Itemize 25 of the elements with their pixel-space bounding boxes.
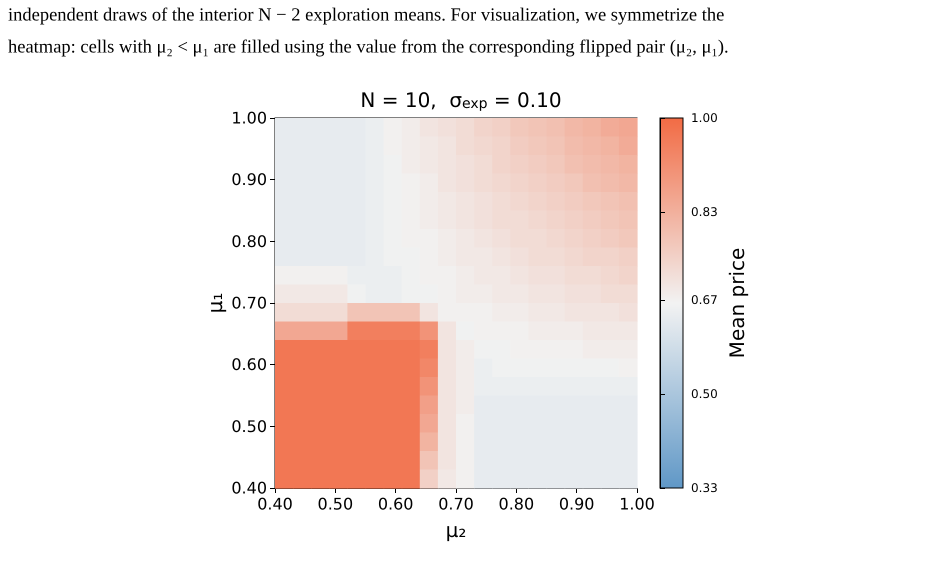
x-tick-label: 0.70	[438, 494, 474, 514]
x-tick-label: 0.80	[498, 494, 534, 514]
x-tick-label: 1.00	[619, 494, 655, 514]
y-tick-label: 0.40	[231, 478, 267, 498]
y-tick-label: 0.60	[231, 355, 267, 374]
y-tick-label: 0.80	[231, 232, 267, 251]
y-tick-label: 0.90	[231, 170, 267, 190]
y-tick-label: 1.00	[231, 108, 267, 128]
color-bar-label: 0.83	[691, 204, 718, 219]
y-tick-label: 0.50	[231, 416, 267, 436]
y-axis-title: μ₁	[203, 292, 227, 314]
x-axis-title: μ₂	[446, 518, 466, 542]
color-bar-label: 1.00	[691, 111, 718, 125]
x-tick-label: 0.40	[257, 494, 293, 514]
text: independent draws of the interior N − 2 exploration means. For visualization, we symmetrize the	[8, 6, 724, 26]
x-tick-label: 0.90	[558, 494, 594, 514]
color-bar-title: Mean price	[725, 248, 749, 358]
text: heatmap: cells with μ₂ < μ₁ are filled using the value from the corresponding flipped pair (μ₂, μ₁).	[8, 38, 729, 58]
x-tick-label: 0.60	[378, 494, 414, 514]
x-tick-label: 0.50	[318, 494, 354, 514]
chart-title: N = 10, σexp = 0.10	[360, 88, 562, 112]
color-bar-label: 0.33	[691, 481, 718, 495]
color-bar-label: 0.67	[691, 293, 718, 308]
y-tick-label: 0.70	[231, 294, 267, 312]
color-bar-label: 0.50	[691, 387, 718, 402]
